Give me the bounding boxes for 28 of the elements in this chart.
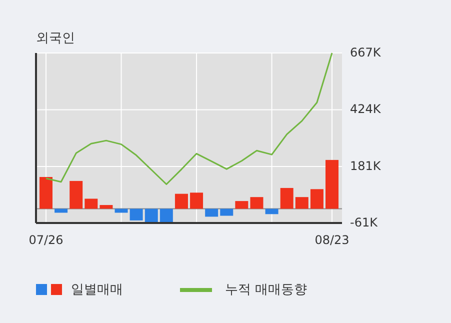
bar: [220, 208, 234, 216]
bar: [174, 194, 188, 209]
bar: [280, 188, 294, 209]
bar: [250, 197, 264, 209]
bar: [70, 180, 83, 209]
y-tick-label: 424K: [350, 102, 382, 116]
bar: [190, 192, 204, 209]
bar: [205, 208, 218, 217]
bar: [295, 197, 308, 209]
legend-label: 일별매매: [71, 282, 123, 298]
bar: [326, 160, 338, 209]
bar: [130, 208, 143, 220]
y-tick-label: 181K: [350, 158, 382, 173]
x-tick-label: 07/26: [28, 233, 64, 247]
legend-label: 누적 매매동향: [225, 282, 308, 298]
bar: [40, 176, 52, 209]
bar: [265, 208, 278, 214]
chart-title: 외국인: [36, 31, 75, 46]
bar: [84, 198, 98, 209]
y-tick-label: 667K: [350, 45, 382, 60]
bar: [160, 208, 173, 223]
bar: [144, 208, 158, 223]
line-series: [45, 52, 333, 185]
bar: [100, 205, 113, 209]
bar: [310, 189, 324, 209]
x-tick-label: 08/23: [314, 233, 350, 247]
bar: [235, 201, 248, 209]
y-tick-label: -61K: [350, 215, 379, 230]
